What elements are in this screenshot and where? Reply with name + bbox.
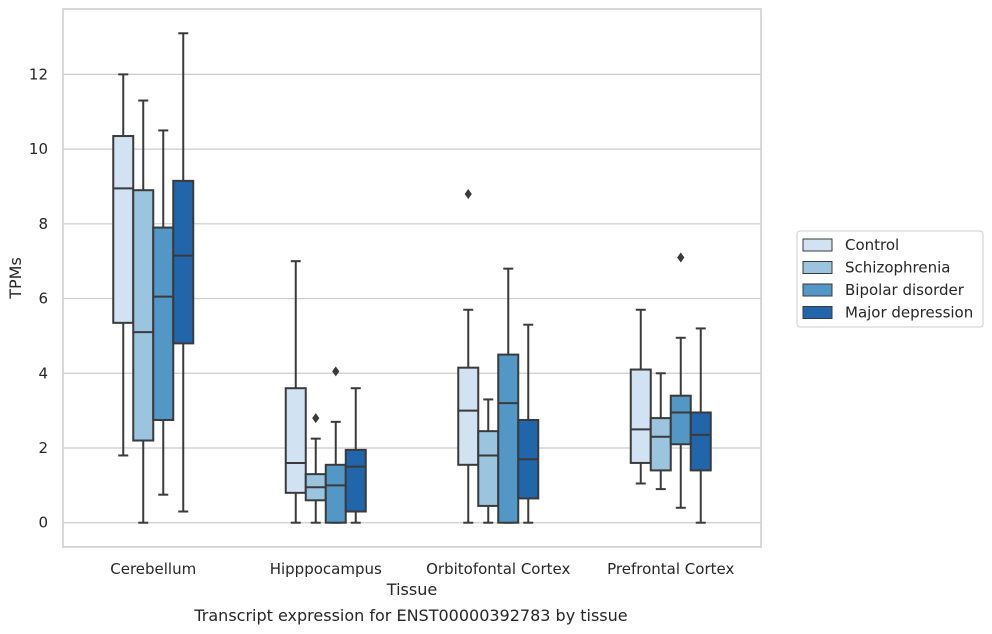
legend-label: Bipolar disorder xyxy=(845,281,965,299)
box-iqr xyxy=(152,226,175,421)
legend-frame xyxy=(796,230,984,328)
y-tick-label: 12 xyxy=(29,65,48,83)
box-iqr xyxy=(172,179,195,345)
box-iqr xyxy=(112,135,135,324)
box-bipolar-disorder xyxy=(497,267,520,524)
box-schizophrenia xyxy=(649,372,672,491)
legend: Control Schizophrenia Bipolar disorder Majo… xyxy=(796,230,984,328)
box-iqr xyxy=(132,189,155,442)
box-major-depression xyxy=(517,323,540,524)
box-iqr xyxy=(457,366,480,466)
x-axis-ticks: Cerebellum Hipppocampus Orbitofontal Corte… xyxy=(110,560,734,578)
legend-label: Control xyxy=(845,236,899,254)
box-bipolar-disorder xyxy=(324,366,347,524)
legend-swatch xyxy=(802,306,833,319)
y-tick-label: 2 xyxy=(38,439,48,457)
box-iqr xyxy=(477,430,500,507)
y-tick-label: 0 xyxy=(38,514,48,532)
box-control xyxy=(629,308,652,485)
y-tick-label: 8 xyxy=(38,215,48,233)
box-iqr xyxy=(649,417,672,472)
box-iqr xyxy=(497,353,520,524)
outlier-marker xyxy=(312,413,320,424)
box-bipolar-disorder xyxy=(152,129,175,496)
x-axis-label: Tissue xyxy=(386,580,437,599)
box-iqr xyxy=(629,368,652,464)
legend-label: Major depression xyxy=(845,304,973,322)
y-tick-label: 6 xyxy=(38,290,48,308)
legend-swatch xyxy=(802,283,833,297)
box-iqr xyxy=(689,411,712,472)
box-plots xyxy=(112,32,712,524)
box-iqr xyxy=(669,394,692,446)
y-tick-label: 10 xyxy=(29,140,48,158)
outlier-marker xyxy=(332,366,340,377)
box-iqr xyxy=(324,463,347,524)
x-tick-label: Prefrontal Cortex xyxy=(607,560,734,578)
box-control xyxy=(284,260,307,524)
y-axis-label: TPMs xyxy=(6,257,25,300)
box-schizophrenia xyxy=(132,99,155,524)
outlier-marker xyxy=(464,188,472,199)
legend-swatch xyxy=(802,261,833,274)
box-major-depression xyxy=(689,327,712,524)
y-tick-label: 4 xyxy=(38,364,48,382)
box-major-depression xyxy=(172,32,195,513)
box-major-depression xyxy=(344,387,367,524)
y-axis-ticks: 0 2 4 6 8 10 12 xyxy=(29,65,48,531)
box-iqr xyxy=(284,387,307,494)
x-tick-label: Hipppocampus xyxy=(270,560,382,578)
outlier-marker xyxy=(677,252,685,263)
plot-area-frame xyxy=(62,8,762,548)
x-tick-label: Cerebellum xyxy=(110,560,196,578)
legend-swatch xyxy=(802,238,833,252)
chart-caption: Transcript expression for ENST0000039278… xyxy=(194,606,628,625)
box-schizophrenia xyxy=(304,413,327,524)
box-control xyxy=(112,73,135,457)
x-tick-label: Orbitofontal Cortex xyxy=(426,560,570,578)
box-bipolar-disorder xyxy=(669,252,692,509)
box-schizophrenia xyxy=(477,398,500,524)
box-control xyxy=(457,188,480,524)
box-iqr xyxy=(344,448,367,513)
legend-label: Schizophrenia xyxy=(845,259,950,277)
